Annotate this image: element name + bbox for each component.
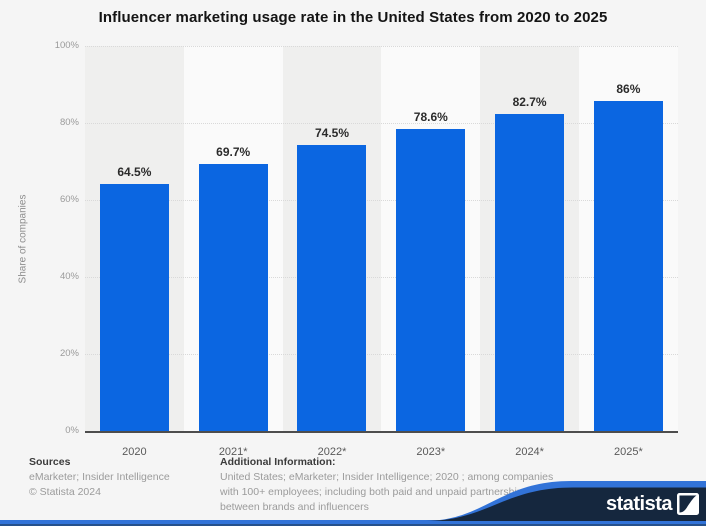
x-tick-label: 2022* [317,446,347,458]
bar-2021[interactable] [198,163,268,432]
copyright-line: © Statista 2024 [29,486,101,498]
x-axis-line [85,431,678,433]
y-tick-0: 0% [65,425,79,436]
additional-information-line: with 100+ employees; including both paid… [220,486,528,498]
y-tick-80: 80% [59,117,79,128]
x-tick-label: 2025* [614,446,643,458]
additional-information-line: between brands and influencers [220,501,369,513]
x-tick-label: 2021* [218,446,248,458]
additional-information-line: United States; eMarketer; Insider Intell… [220,471,554,483]
bar-column-2023: 78.6% 2023* [381,46,481,458]
statista-logo-icon [677,493,699,515]
y-tick-100: 100% [54,40,79,51]
additional-information-block: Additional Information: United States; e… [220,455,570,515]
bar-value-label: 78.6% [413,110,448,125]
bar-column-2022: 74.5% 2022* [282,46,382,458]
sources-line[interactable]: eMarketer; Insider Intelligence [29,471,170,483]
bar-column-2020: 64.5% 2020 [85,46,184,458]
bar-2022[interactable] [297,145,367,432]
bar-column-2021: 69.7% 2021* [183,46,283,458]
y-tick-40: 40% [59,271,79,282]
bar-2020[interactable] [99,183,169,432]
statista-logo[interactable]: statista [606,493,699,515]
bar-column-2024: 82.7% 2024* [480,46,579,458]
y-axis-title: Share of companies [17,194,29,284]
bar-2024[interactable] [495,113,565,432]
bar-value-label: 64.5% [117,164,152,179]
statista-wave-graphic [426,481,706,521]
chart-title: Influencer marketing usage rate in the U… [98,9,608,26]
bar-column-2025: 86% 2025* [579,46,678,458]
bar-value-label: 69.7% [216,144,251,159]
y-tick-20: 20% [59,348,79,359]
plot-area: Share of companies 100% 80% 60% 40% 20% … [18,40,678,458]
bar-value-label: 82.7% [512,94,547,109]
sources-label: Sources [29,456,71,468]
bar-2025[interactable] [593,100,663,432]
bar-value-label: 74.5% [314,126,349,141]
x-tick-label: 2020 [122,446,147,458]
bottom-accent-strip [0,520,706,526]
bar-2023[interactable] [396,129,466,432]
sources-block: Sources eMarketer; Insider Intelligence … [29,455,170,500]
bar-value-label: 86% [616,81,641,96]
x-tick-label: 2024* [515,446,544,458]
y-tick-60: 60% [59,194,79,205]
statista-logo-text: statista [605,493,673,515]
additional-information-label: Additional Information: [220,456,336,468]
x-tick-label: 2023* [416,446,446,458]
